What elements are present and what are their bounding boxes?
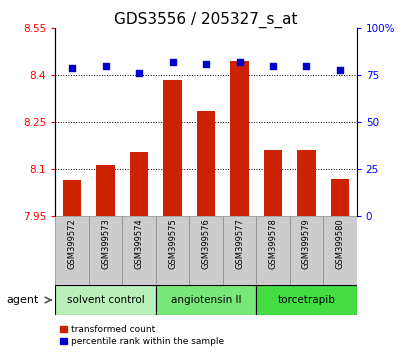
Point xyxy=(169,59,175,65)
Bar xyxy=(297,150,315,216)
Title: GDS3556 / 205327_s_at: GDS3556 / 205327_s_at xyxy=(114,12,297,28)
Text: angiotensin II: angiotensin II xyxy=(171,295,240,305)
Bar xyxy=(89,216,122,285)
Text: GSM399574: GSM399574 xyxy=(134,218,143,269)
Point xyxy=(302,63,309,69)
Bar xyxy=(155,285,256,315)
Bar xyxy=(63,180,81,216)
Legend: transformed count, percentile rank within the sample: transformed count, percentile rank withi… xyxy=(60,325,223,346)
Bar xyxy=(155,216,189,285)
Text: GSM399577: GSM399577 xyxy=(234,218,243,269)
Bar xyxy=(256,216,289,285)
Text: agent: agent xyxy=(6,295,38,305)
Bar xyxy=(163,80,181,216)
Point xyxy=(336,67,342,73)
Bar xyxy=(96,165,115,216)
Bar xyxy=(55,285,155,315)
Bar xyxy=(196,111,215,216)
Bar xyxy=(230,61,248,216)
Text: GSM399573: GSM399573 xyxy=(101,218,110,269)
Text: solvent control: solvent control xyxy=(67,295,144,305)
Text: GSM399575: GSM399575 xyxy=(168,218,177,269)
Bar xyxy=(289,216,322,285)
Point xyxy=(102,63,109,69)
Bar xyxy=(222,216,256,285)
Point xyxy=(69,65,75,70)
Bar xyxy=(263,150,281,216)
Point xyxy=(202,61,209,67)
Point xyxy=(135,70,142,76)
Bar xyxy=(55,216,89,285)
Text: GSM399579: GSM399579 xyxy=(301,218,310,269)
Point xyxy=(236,59,242,65)
Text: GSM399572: GSM399572 xyxy=(67,218,76,269)
Bar xyxy=(330,179,348,216)
Bar xyxy=(256,285,356,315)
Text: GSM399576: GSM399576 xyxy=(201,218,210,269)
Bar xyxy=(122,216,155,285)
Bar xyxy=(189,216,222,285)
Point xyxy=(269,63,276,69)
Text: GSM399578: GSM399578 xyxy=(268,218,277,269)
Bar xyxy=(130,152,148,216)
Text: torcetrapib: torcetrapib xyxy=(277,295,335,305)
Text: GSM399580: GSM399580 xyxy=(335,218,344,269)
Bar xyxy=(322,216,356,285)
